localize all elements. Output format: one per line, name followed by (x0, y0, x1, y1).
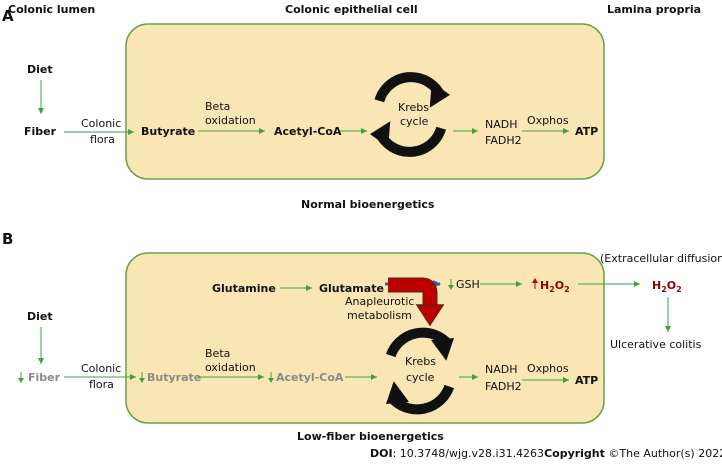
flora-label-b: flora (89, 378, 114, 391)
oxphos-label-a: Oxphos (527, 114, 569, 127)
fiber-label-b: Fiber (28, 371, 61, 384)
anaplerotic-label-2: metabolism (347, 309, 412, 322)
colonic-label-a: Colonic (81, 117, 121, 130)
nadh-label-a: NADH (485, 118, 518, 131)
oxidation-label-b: oxidation (205, 361, 256, 374)
krebs-label-b: Krebs (405, 355, 436, 368)
fiber-label-a: Fiber (24, 125, 57, 138)
cycle-label-a: cycle (400, 115, 429, 128)
cycle-label-b: cycle (406, 371, 435, 384)
header-epithelial-cell: Colonic epithelial cell (285, 3, 418, 16)
beta-label-a: Beta (205, 100, 230, 113)
ulcerative-colitis-label: Ulcerative colitis (610, 338, 702, 351)
glutamine-label: Glutamine (212, 282, 276, 295)
atp-label-b: ATP (575, 374, 598, 387)
down-arrow-icon-fiber (18, 372, 24, 383)
panel-b-letter: B (2, 230, 13, 248)
glutamate-label: Glutamate (319, 282, 384, 295)
cell-box-a (126, 24, 604, 179)
cell-box-b (126, 253, 604, 423)
fadh2-label-a: FADH2 (485, 134, 522, 147)
h2o2-outside-label: H2O2 (652, 279, 682, 294)
oxidation-label-a: oxidation (205, 114, 256, 127)
butyrate-label-a: Butyrate (141, 125, 195, 138)
diet-label-b: Diet (27, 310, 53, 323)
butyrate-label-b: Butyrate (147, 371, 201, 384)
krebs-label-a: Krebs (398, 101, 429, 114)
diet-label-a: Diet (27, 63, 53, 76)
anaplerotic-label-1: Anapleurotic (345, 295, 414, 308)
acetyl-coa-label-a: Acetyl-CoA (274, 125, 342, 138)
beta-label-b: Beta (205, 347, 230, 360)
footer-doi: DOI: 10.3748/wjg.v28.i31.4263Copyright ©… (370, 447, 722, 460)
header-colonic-lumen: Colonic lumen (8, 3, 95, 16)
acetyl-coa-label-b: Acetyl-CoA (276, 371, 344, 384)
colonic-label-b: Colonic (81, 362, 121, 375)
caption-b: Low-fiber bioenergetics (297, 430, 444, 443)
header-lamina-propria: Lamina propria (607, 3, 701, 16)
flora-label-a: flora (90, 133, 115, 146)
fadh2-label-b: FADH2 (485, 380, 522, 393)
extracellular-diffusion-label: (Extracellular diffusion) (600, 252, 722, 265)
panel-a-letter: A (2, 7, 14, 25)
nadh-label-b: NADH (485, 363, 518, 376)
gsh-label: GSH (456, 278, 480, 291)
atp-label-a: ATP (575, 125, 598, 138)
oxphos-label-b: Oxphos (527, 362, 569, 375)
caption-a: Normal bioenergetics (301, 198, 435, 211)
